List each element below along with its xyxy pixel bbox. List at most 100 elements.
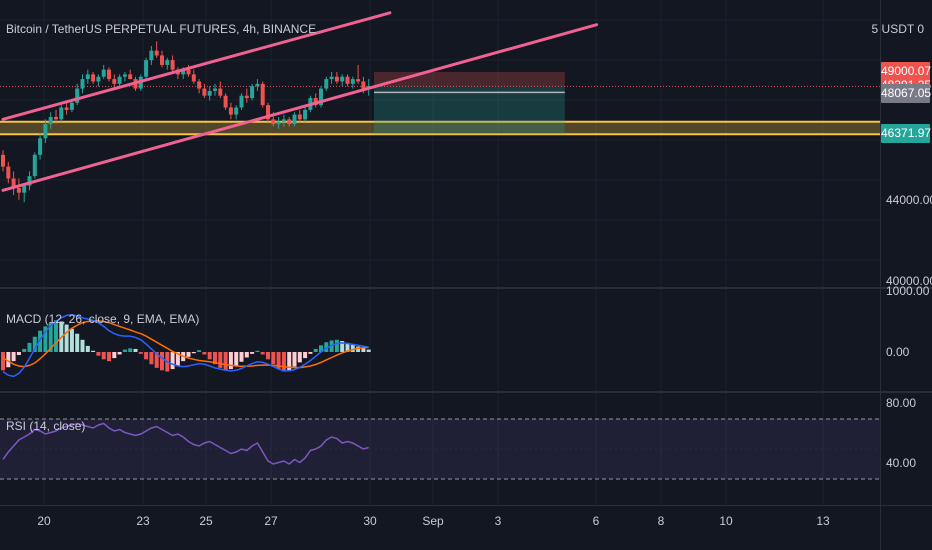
candle-body-46 xyxy=(244,95,249,99)
candle-body-39 xyxy=(207,90,212,96)
candle-body-0 xyxy=(1,154,5,167)
time-label-23: 23 xyxy=(136,514,150,528)
position-reward-zone xyxy=(374,86,565,135)
time-label-3: 3 xyxy=(494,514,502,528)
candle-body-11 xyxy=(59,107,64,120)
candle-body-62 xyxy=(329,76,334,80)
macd-hist-bar-55 xyxy=(292,352,297,367)
macd-hist-bar-66 xyxy=(350,344,355,352)
rsi-label[interactable]: RSI (14, close) xyxy=(6,419,86,433)
candle-body-7 xyxy=(38,138,43,155)
macd-hist-bar-15 xyxy=(80,339,85,352)
macd-hist-bar-29 xyxy=(154,352,159,368)
candle-body-1 xyxy=(6,166,11,179)
candle-body-8 xyxy=(43,124,48,139)
candle-body-66 xyxy=(350,79,355,84)
candle-body-18 xyxy=(96,76,101,82)
macd-hist-bar-17 xyxy=(91,350,96,352)
candle-body-43 xyxy=(228,107,233,115)
candle-body-52 xyxy=(276,121,281,125)
macd-hist-bar-36 xyxy=(191,352,196,354)
macd-hist-bar-65 xyxy=(345,342,350,352)
macd-hist-bar-14 xyxy=(75,333,80,352)
candle-body-64 xyxy=(340,76,345,82)
candle-body-15 xyxy=(80,79,85,89)
candle-body-3 xyxy=(16,187,21,193)
macd-hist-bar-20 xyxy=(107,352,111,362)
price-tag-target: 46371.97 xyxy=(881,124,931,144)
candle-body-28 xyxy=(149,50,154,61)
macd-signal-line xyxy=(2,320,369,369)
macd-hist-bar-59 xyxy=(313,348,318,352)
rsi-axis-label-80: 80.00 xyxy=(886,396,917,410)
currency-label[interactable]: 5 USDT 0 xyxy=(871,22,924,36)
time-label-30: 30 xyxy=(363,514,377,528)
macd-hist-bar-67 xyxy=(356,346,361,352)
candle-body-44 xyxy=(234,107,239,115)
macd-hist-bar-54 xyxy=(287,352,292,371)
time-label-6: 6 xyxy=(592,514,600,528)
macd-label[interactable]: MACD (12, 26, close, 9, EMA, EMA) xyxy=(6,312,200,326)
macd-axis-label-0: 0.00 xyxy=(886,345,910,359)
pane-separator-macd xyxy=(0,287,932,289)
candle-body-16 xyxy=(85,74,90,80)
candle-body-12 xyxy=(64,107,69,110)
time-label-sep: Sep xyxy=(422,514,444,528)
macd-hist-bar-4 xyxy=(22,348,27,352)
candle-body-53 xyxy=(281,119,286,122)
candle-body-20 xyxy=(107,69,111,80)
candle-body-2 xyxy=(11,178,16,188)
macd-hist-bar-6 xyxy=(32,336,37,352)
macd-hist-bar-13 xyxy=(69,328,74,352)
candle-body-37 xyxy=(197,81,202,89)
macd-hist-bar-16 xyxy=(85,345,90,352)
candle-body-32 xyxy=(170,60,175,70)
candle-body-40 xyxy=(213,88,217,91)
time-label-10: 10 xyxy=(719,514,733,528)
macd-hist-bar-18 xyxy=(96,352,101,356)
macd-hist-bar-28 xyxy=(149,352,154,365)
candle-body-50 xyxy=(266,105,270,120)
time-axis-separator xyxy=(0,505,932,506)
macd-hist-bar-62 xyxy=(329,340,334,352)
macd-hist-bar-24 xyxy=(128,348,133,352)
macd-hist-bar-23 xyxy=(122,349,127,352)
candle-body-21 xyxy=(112,79,117,84)
symbol-title: Bitcoin / TetherUS PERPETUAL FUTURES, 4h… xyxy=(6,22,317,36)
candle-body-49 xyxy=(260,83,265,106)
macd-hist-bar-42 xyxy=(223,352,228,371)
trendline-0 xyxy=(1,11,392,121)
macd-hist-bar-47 xyxy=(250,352,255,354)
price-tag-stop: 49000.07 xyxy=(881,62,931,81)
candle-body-9 xyxy=(48,116,53,125)
macd-hist-bar-43 xyxy=(228,352,233,370)
candle-body-38 xyxy=(202,88,207,96)
time-label-27: 27 xyxy=(264,514,278,528)
candle-body-36 xyxy=(191,74,196,82)
macd-hist-bar-27 xyxy=(144,352,149,360)
price-tag-last: 48067.05 xyxy=(881,84,931,104)
macd-hist-bar-19 xyxy=(101,352,106,360)
candle-body-60 xyxy=(319,88,323,106)
candle-body-68 xyxy=(361,81,366,89)
candle-body-54 xyxy=(287,119,292,125)
candle-body-22 xyxy=(117,76,122,84)
macd-hist-bar-44 xyxy=(234,352,239,367)
macd-hist-bar-2 xyxy=(11,352,16,362)
macd-hist-bar-9 xyxy=(48,322,53,352)
candle-body-24 xyxy=(128,74,133,80)
candle-body-34 xyxy=(181,69,186,75)
candle-body-42 xyxy=(223,95,228,108)
macd-hist-bar-58 xyxy=(308,352,313,354)
macd-hist-bar-3 xyxy=(16,352,21,356)
candle-body-30 xyxy=(160,55,164,65)
price-axis-separator xyxy=(880,0,881,550)
macd-hist-bar-51 xyxy=(271,352,276,365)
candle-body-17 xyxy=(91,74,96,82)
macd-hist-bar-68 xyxy=(361,348,366,352)
candle-body-47 xyxy=(250,86,255,99)
macd-hist-bar-39 xyxy=(207,352,212,360)
candle-body-13 xyxy=(69,102,74,110)
candle-body-51 xyxy=(271,119,276,125)
